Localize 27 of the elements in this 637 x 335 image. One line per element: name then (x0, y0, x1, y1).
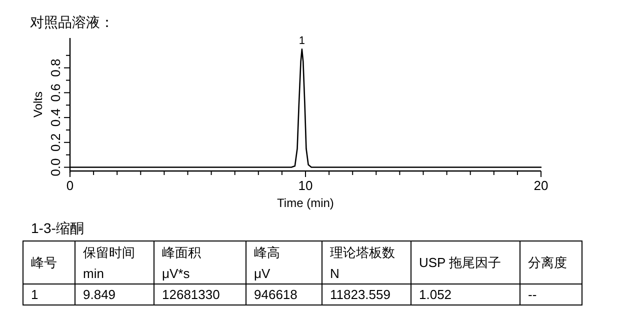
x-tick-label: 0 (66, 178, 74, 193)
text: 1 (31, 287, 38, 302)
text: 946618 (254, 287, 298, 302)
y-tick-label: 0.0 (48, 158, 63, 176)
y-tick-label: 0.8 (48, 58, 63, 77)
text: 1.052 (419, 287, 452, 302)
text: 11823.559 (330, 287, 390, 302)
text: 理论塔板数 N (330, 245, 395, 281)
y-tick-label: 0.6 (48, 84, 63, 102)
text: USP 拖尾因子 (419, 255, 502, 270)
x-axis-title: Time (min) (277, 196, 334, 210)
x-tick-label: 10 (298, 178, 313, 193)
text: 峰高 μV (254, 245, 280, 281)
text: -- (528, 287, 537, 302)
y-axis-title: Volts (31, 91, 45, 118)
text: 1-3-缩酮 (31, 220, 84, 236)
y-tick-label: 0.2 (48, 133, 63, 152)
text: 峰面积 μV*s (162, 245, 201, 281)
chart-title: 对照品溶液： (30, 14, 114, 30)
y-tick-label: 0.4 (48, 108, 63, 127)
annotation: 1 (298, 35, 306, 48)
text: 保留时间 min (83, 245, 135, 281)
text: 9.849 (83, 287, 116, 302)
text: 分离度 (528, 255, 567, 270)
x-tick-label: 20 (534, 178, 548, 193)
text: 12681330 (162, 287, 220, 302)
text: 峰号 (31, 255, 57, 270)
